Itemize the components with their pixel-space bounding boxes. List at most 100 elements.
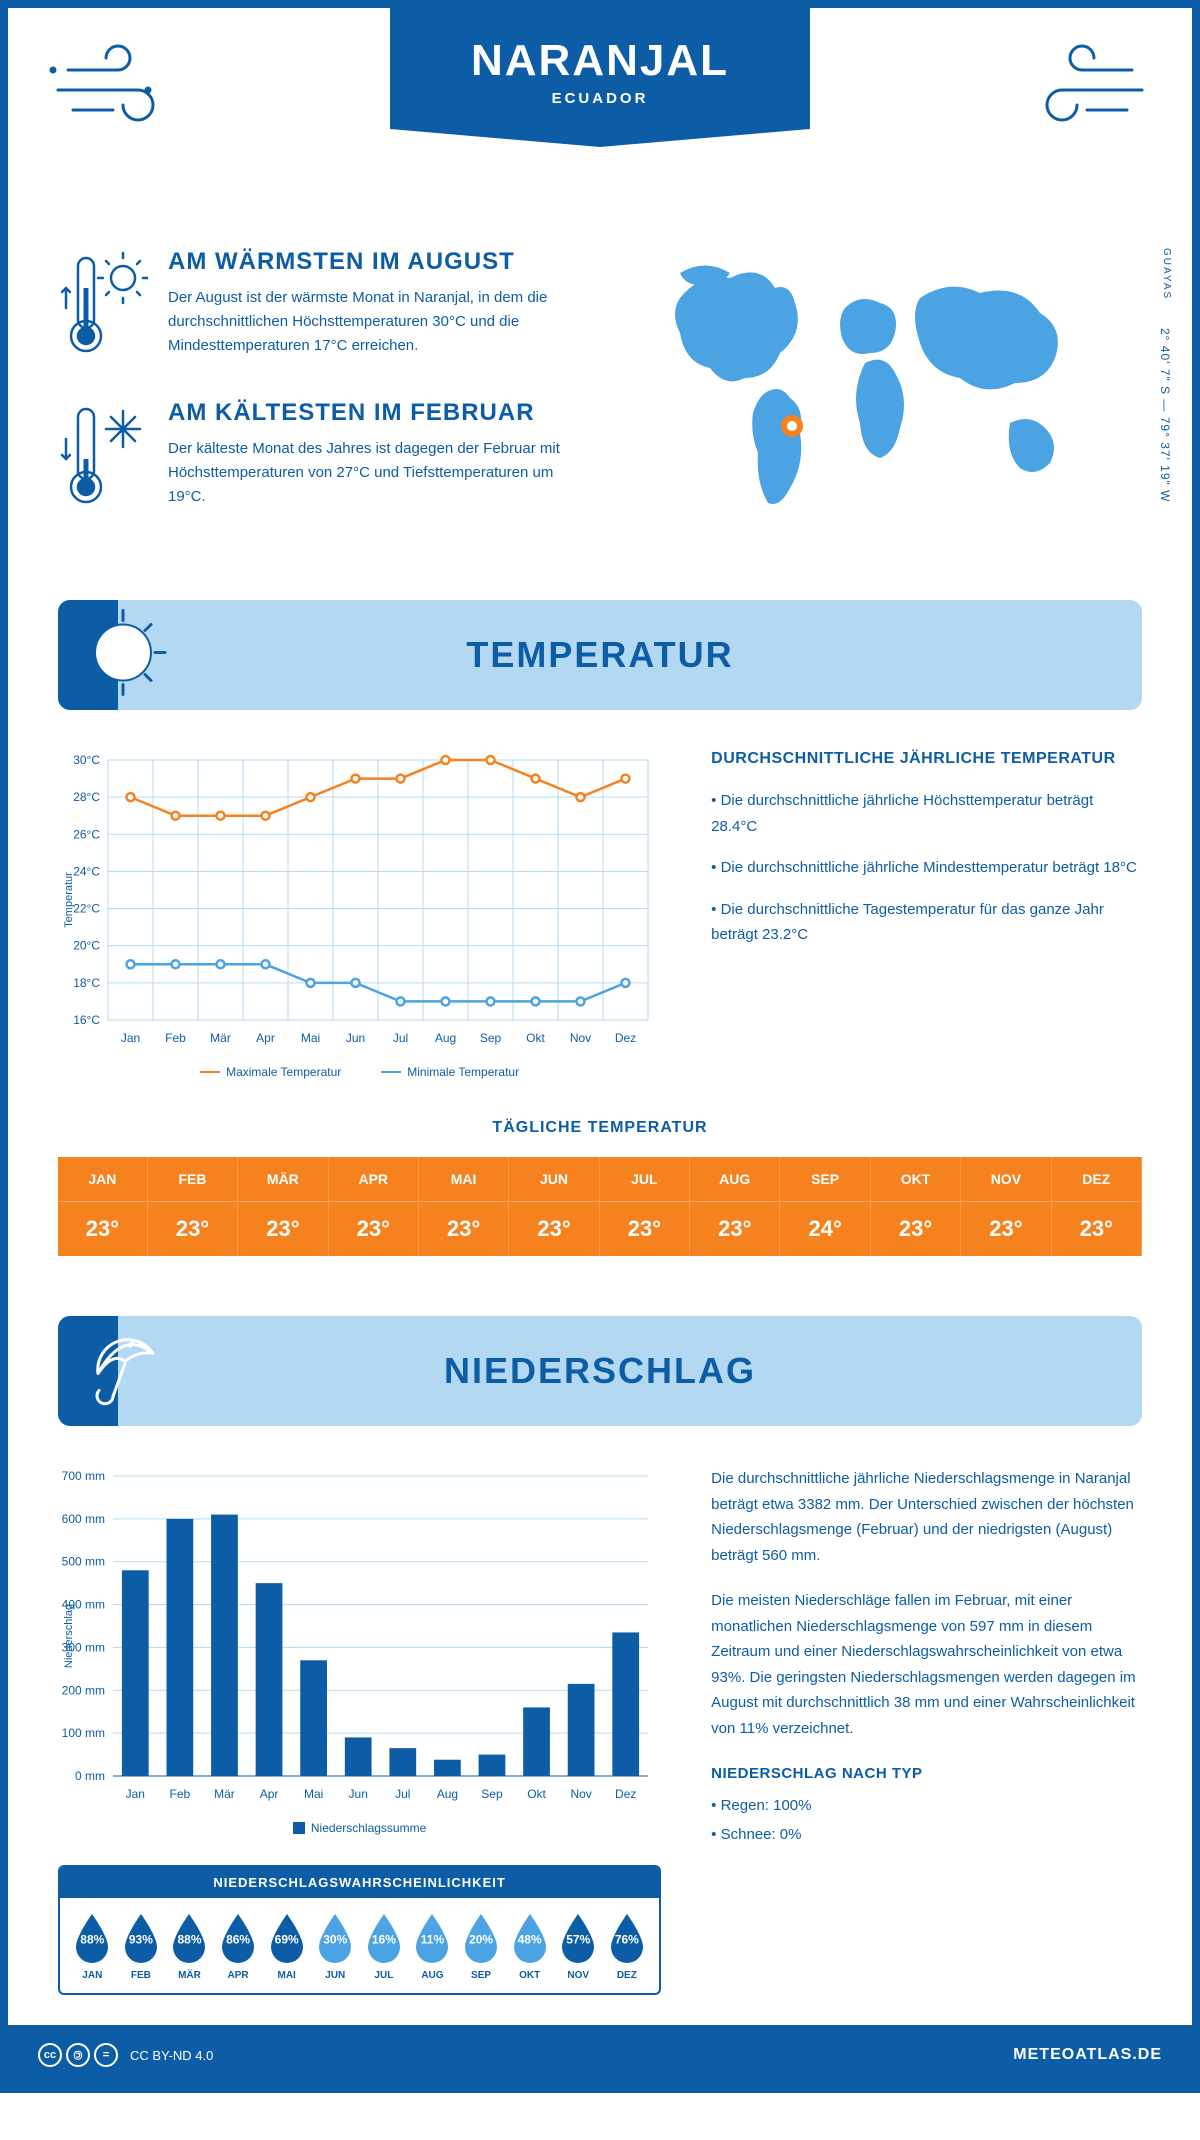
table-cell: 23°: [147, 1202, 237, 1257]
table-cell: 23°: [509, 1202, 599, 1257]
chart-legend: Niederschlagssumme: [58, 1821, 661, 1835]
table-header: JUN: [509, 1157, 599, 1202]
by-icon: 🄯: [66, 2043, 90, 2067]
drop-icon: 88%: [168, 1912, 210, 1964]
svg-text:Mär: Mär: [210, 1031, 231, 1045]
drop-icon: 11%: [411, 1912, 453, 1964]
drop-icon: 57%: [557, 1912, 599, 1964]
table-cell: 23°: [328, 1202, 418, 1257]
world-map: [620, 248, 1120, 528]
drop-icon: 69%: [266, 1912, 308, 1964]
daily-title: TÄGLICHE TEMPERATUR: [58, 1119, 1142, 1137]
table-cell: 23°: [418, 1202, 508, 1257]
svg-text:26°C: 26°C: [73, 827, 100, 841]
table-header: AUG: [690, 1157, 780, 1202]
table-cell: 24°: [780, 1202, 870, 1257]
precip-type: • Schnee: 0%: [711, 1822, 1142, 1848]
fact-cold: AM KÄLTESTEN IM FEBRUAR Der kälteste Mon…: [58, 399, 580, 514]
legend-item: Maximale Temperatur: [200, 1065, 341, 1079]
section-header-temperature: TEMPERATUR: [58, 600, 1142, 710]
city-name: NARANJAL: [390, 36, 810, 86]
svg-text:Jul: Jul: [395, 1787, 410, 1801]
line-chart: 16°C18°C20°C22°C24°C26°C28°C30°CJanFebMä…: [58, 750, 658, 1050]
fact-warm-text: Der August ist der wärmste Monat in Nara…: [168, 286, 580, 358]
license-text: CC BY-ND 4.0: [130, 2048, 213, 2063]
drop-icon: 30%: [314, 1912, 356, 1964]
svg-text:Nov: Nov: [570, 1031, 591, 1045]
sun-icon: [73, 603, 173, 708]
intro: AM WÄRMSTEN IM AUGUST Der August ist der…: [58, 248, 1142, 550]
table-cell: 23°: [58, 1202, 147, 1257]
umbrella-icon: [73, 1319, 173, 1424]
month-label: SEP: [460, 1970, 502, 1981]
svg-text:Temperatur: Temperatur: [63, 872, 75, 928]
drop-icon: 86%: [217, 1912, 259, 1964]
svg-text:28°C: 28°C: [73, 790, 100, 804]
table-header: MAI: [418, 1157, 508, 1202]
svg-text:22°C: 22°C: [73, 902, 100, 916]
table-cell: 23°: [870, 1202, 960, 1257]
svg-text:200 mm: 200 mm: [62, 1683, 105, 1697]
svg-text:100 mm: 100 mm: [62, 1726, 105, 1740]
nd-icon: =: [94, 2043, 118, 2067]
svg-text:Dez: Dez: [615, 1031, 636, 1045]
precipitation-body: 0 mm100 mm200 mm300 mm400 mm500 mm600 mm…: [58, 1466, 1142, 1995]
info-title: DURCHSCHNITTLICHE JÄHRLICHE TEMPERATUR: [711, 750, 1142, 768]
wind-icon: [48, 40, 178, 145]
map-column: GUAYAS 2° 40' 7" S — 79° 37' 19" W: [620, 248, 1142, 550]
cc-icon: cc: [38, 2043, 62, 2067]
info-bullet: • Die durchschnittliche Tagestemperatur …: [711, 897, 1142, 948]
svg-text:Jan: Jan: [126, 1787, 145, 1801]
temperature-body: 16°C18°C20°C22°C24°C26°C28°C30°CJanFebMä…: [58, 750, 1142, 1079]
table-cell: 23°: [1051, 1202, 1141, 1257]
info-bullet: • Die durchschnittliche jährliche Mindes…: [711, 855, 1142, 881]
precip-paragraph: Die durchschnittliche jährliche Niedersc…: [711, 1466, 1142, 1568]
svg-text:Nov: Nov: [570, 1787, 591, 1801]
svg-text:Apr: Apr: [256, 1031, 275, 1045]
svg-text:Sep: Sep: [480, 1031, 502, 1045]
svg-text:Mai: Mai: [304, 1787, 323, 1801]
country-name: ECUADOR: [390, 90, 810, 107]
precipitation-text: Die durchschnittliche jährliche Niedersc…: [711, 1466, 1142, 1995]
facts-column: AM WÄRMSTEN IM AUGUST Der August ist der…: [58, 248, 580, 550]
month-label: APR: [217, 1970, 259, 1981]
svg-text:Aug: Aug: [437, 1787, 458, 1801]
license: cc🄯= CC BY-ND 4.0: [38, 2043, 213, 2067]
svg-text:Mär: Mär: [214, 1787, 235, 1801]
drop-icon: 93%: [120, 1912, 162, 1964]
svg-text:500 mm: 500 mm: [62, 1555, 105, 1569]
title-ribbon: NARANJAL ECUADOR: [390, 8, 810, 129]
thermometer-sun-icon: [58, 248, 148, 363]
fact-warm: AM WÄRMSTEN IM AUGUST Der August ist der…: [58, 248, 580, 363]
table-header: OKT: [870, 1157, 960, 1202]
svg-text:Feb: Feb: [165, 1031, 186, 1045]
temperature-info: DURCHSCHNITTLICHE JÄHRLICHE TEMPERATUR •…: [711, 750, 1142, 1079]
table-header: APR: [328, 1157, 418, 1202]
svg-text:Sep: Sep: [481, 1787, 503, 1801]
table-header: SEP: [780, 1157, 870, 1202]
legend-item: Niederschlagssumme: [293, 1821, 426, 1835]
thermometer-snow-icon: [58, 399, 148, 514]
svg-text:Niederschlag: Niederschlag: [63, 1604, 75, 1668]
section-title: TEMPERATUR: [466, 634, 733, 676]
table-header: JAN: [58, 1157, 147, 1202]
month-label: JUL: [363, 1970, 405, 1981]
svg-text:0 mm: 0 mm: [75, 1769, 105, 1783]
precip-paragraph: Die meisten Niederschläge fallen im Febr…: [711, 1588, 1142, 1741]
month-label: NOV: [557, 1970, 599, 1981]
drop-icon: 16%: [363, 1912, 405, 1964]
fact-warm-title: AM WÄRMSTEN IM AUGUST: [168, 248, 580, 276]
svg-text:18°C: 18°C: [73, 976, 100, 990]
table-header: NOV: [961, 1157, 1051, 1202]
coords-label: 2° 40' 7" S — 79° 37' 19" W: [1158, 328, 1172, 502]
fact-cold-text: Der kälteste Monat des Jahres ist dagege…: [168, 437, 580, 509]
svg-text:700 mm: 700 mm: [62, 1469, 105, 1483]
header: NARANJAL ECUADOR: [8, 8, 1192, 208]
probability-title: NIEDERSCHLAGSWAHRSCHEINLICHKEIT: [60, 1867, 659, 1898]
month-label: MÄR: [168, 1970, 210, 1981]
footer: cc🄯= CC BY-ND 4.0 METEOATLAS.DE: [8, 2025, 1192, 2085]
month-label: AUG: [411, 1970, 453, 1981]
table-cell: 23°: [599, 1202, 689, 1257]
table-header: JUL: [599, 1157, 689, 1202]
legend-item: Minimale Temperatur: [381, 1065, 519, 1079]
